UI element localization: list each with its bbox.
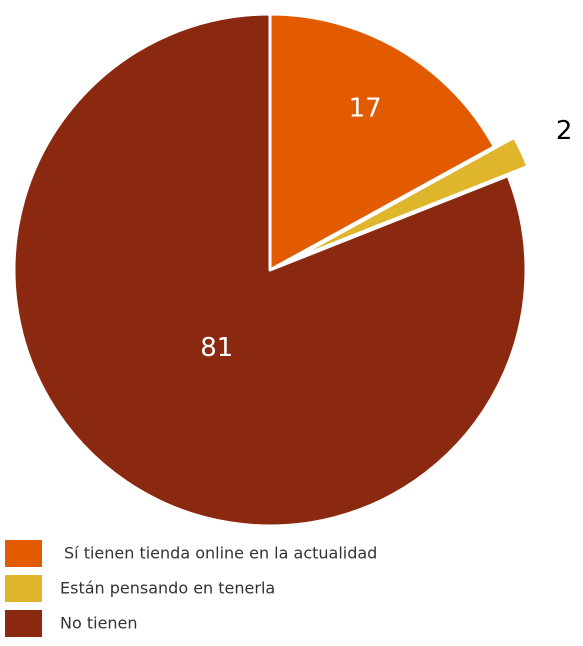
data-label: 2 [556, 116, 573, 146]
data-label: 17 [349, 94, 382, 124]
pie-slice [12, 12, 528, 528]
legend-label: Sí tienen tienda online en la actualidad [64, 544, 377, 563]
legend-label: Están pensando en tenerla [60, 579, 275, 598]
legend-swatch [5, 610, 42, 637]
legend-swatch [5, 540, 42, 567]
legend-swatch [5, 575, 42, 602]
data-label: 81 [200, 333, 233, 363]
pie-slice [268, 12, 496, 272]
legend-label: No tienen [60, 614, 138, 633]
pie-slice [288, 135, 530, 263]
